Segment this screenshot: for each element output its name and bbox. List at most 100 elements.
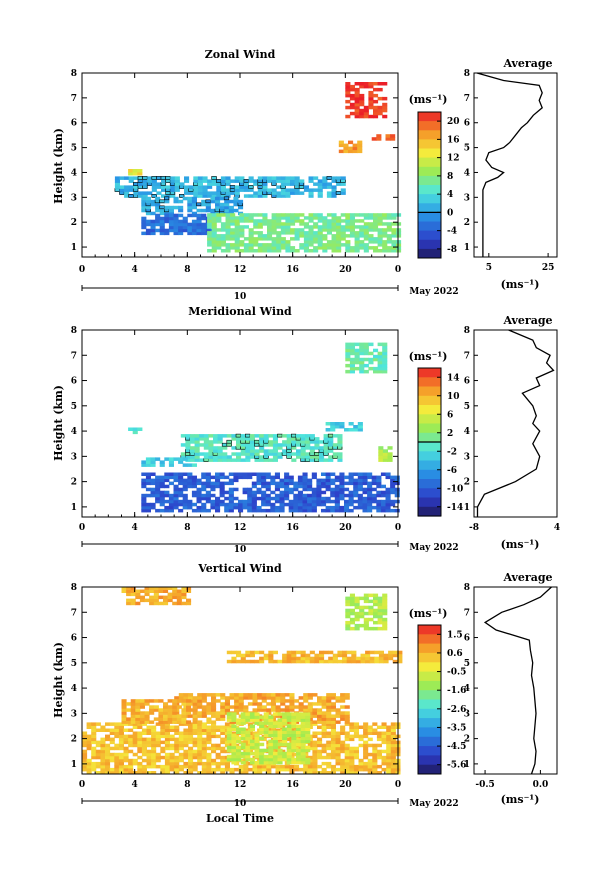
heatmap-cell bbox=[159, 490, 165, 495]
heatmap-cell bbox=[253, 179, 259, 183]
heatmap-cell bbox=[126, 702, 132, 706]
colorbar-band bbox=[418, 157, 441, 168]
heatmap-cell bbox=[317, 216, 323, 220]
heatmap-cell bbox=[205, 472, 211, 476]
heatmap-cell bbox=[386, 752, 392, 757]
heatmap-cell bbox=[201, 487, 207, 492]
heatmap-cell bbox=[201, 231, 207, 236]
heatmap-cell bbox=[164, 722, 170, 726]
heatmap-cell bbox=[249, 650, 255, 655]
heatmap-cell bbox=[190, 458, 196, 462]
heatmap-cell bbox=[202, 191, 208, 195]
colorbar-tick-label: 2 bbox=[447, 429, 453, 439]
heatmap-cell bbox=[185, 446, 191, 450]
heatmap-cell bbox=[377, 602, 383, 607]
heatmap-cell bbox=[215, 208, 221, 213]
heatmap-region bbox=[226, 712, 311, 765]
heatmap-cell bbox=[196, 490, 202, 495]
heatmap-cell bbox=[141, 737, 147, 742]
heatmap-cell bbox=[344, 731, 350, 735]
heatmap-cell bbox=[231, 437, 237, 441]
heatmap-cell bbox=[141, 231, 147, 236]
heatmap-cell bbox=[176, 705, 182, 709]
heatmap-cell bbox=[132, 725, 138, 729]
heatmap-cell bbox=[322, 246, 328, 250]
heatmap-cell bbox=[308, 237, 314, 241]
heatmap-cell bbox=[187, 484, 193, 489]
heatmap-cell bbox=[362, 496, 368, 501]
heatmap-cell bbox=[297, 475, 303, 480]
heatmap-cell bbox=[220, 249, 226, 253]
heatmap-cell bbox=[368, 222, 374, 226]
heatmap-cell bbox=[392, 650, 398, 655]
heatmap-cell bbox=[240, 727, 246, 731]
heatmap-cell bbox=[296, 659, 302, 664]
heatmap-cell bbox=[205, 490, 211, 495]
heatmap-cell bbox=[126, 720, 132, 724]
heatmap-cell bbox=[187, 478, 193, 483]
heatmap-cell bbox=[167, 586, 173, 590]
heatmap-cell bbox=[201, 771, 207, 775]
heatmap-cell bbox=[205, 484, 211, 489]
heatmap-cell bbox=[254, 733, 260, 738]
heatmap-cell bbox=[231, 736, 237, 741]
heatmap-cell bbox=[188, 693, 194, 697]
heatmap-cell bbox=[282, 449, 288, 453]
heatmap-cell bbox=[297, 505, 303, 510]
heatmap-cell bbox=[354, 231, 360, 235]
heatmap-cell bbox=[173, 493, 179, 498]
colorbar-band bbox=[418, 671, 441, 682]
heatmap-cell bbox=[180, 452, 186, 456]
heatmap-cell bbox=[365, 659, 371, 664]
heatmap-cell bbox=[390, 484, 396, 489]
heatmap-cell bbox=[296, 751, 302, 756]
heatmap-cell bbox=[234, 231, 240, 235]
heatmap-cell bbox=[158, 595, 164, 600]
heatmap-cell bbox=[259, 742, 265, 747]
heatmap-cell bbox=[268, 718, 274, 722]
heatmap-cell bbox=[363, 231, 369, 235]
heatmap-cell bbox=[322, 243, 328, 247]
heatmap-cell bbox=[234, 696, 240, 700]
heatmap-cell bbox=[353, 493, 359, 498]
heatmap-cell bbox=[312, 702, 318, 706]
heatmap-cell bbox=[296, 727, 302, 731]
heatmap-cell bbox=[339, 425, 345, 429]
heatmap-cell bbox=[284, 502, 290, 507]
heatmap-cell bbox=[188, 764, 194, 769]
heatmap-cell bbox=[373, 219, 379, 223]
heatmap-cell bbox=[247, 493, 253, 498]
heatmap-cell bbox=[181, 586, 187, 590]
heatmap-cell bbox=[266, 693, 272, 697]
heatmap-cell bbox=[234, 249, 240, 253]
heatmap-cell bbox=[208, 446, 214, 450]
heatmap-cell bbox=[328, 443, 334, 447]
heatmap-cell bbox=[290, 213, 296, 217]
heatmap-cell bbox=[263, 748, 269, 753]
heatmap-cell bbox=[180, 443, 186, 447]
heatmap-cell bbox=[276, 240, 282, 244]
heatmap-cell bbox=[114, 185, 120, 189]
heatmap-cell bbox=[377, 111, 383, 116]
heatmap-cell bbox=[262, 194, 268, 198]
heatmap-cell bbox=[178, 481, 184, 486]
heatmap-cell bbox=[326, 699, 332, 703]
heatmap-cell bbox=[109, 731, 115, 735]
heatmap-cell bbox=[377, 620, 383, 625]
heatmap-cell bbox=[248, 194, 254, 198]
heatmap-cell bbox=[331, 225, 337, 229]
heatmap-cell bbox=[394, 475, 400, 480]
heatmap-cell bbox=[277, 455, 283, 459]
heatmap-cell bbox=[368, 246, 374, 250]
heatmap-cell bbox=[224, 767, 230, 772]
heatmap-cell bbox=[109, 722, 115, 726]
heatmap-cell bbox=[296, 434, 302, 438]
heatmap-cell bbox=[378, 653, 384, 658]
heatmap-cell bbox=[215, 728, 221, 732]
heatmap-cell bbox=[321, 484, 327, 489]
heatmap-cell bbox=[100, 740, 106, 745]
heatmap-cell bbox=[319, 449, 325, 453]
heatmap-cell bbox=[247, 734, 253, 739]
heatmap-cell bbox=[173, 457, 179, 461]
heatmap-cell bbox=[245, 452, 251, 456]
